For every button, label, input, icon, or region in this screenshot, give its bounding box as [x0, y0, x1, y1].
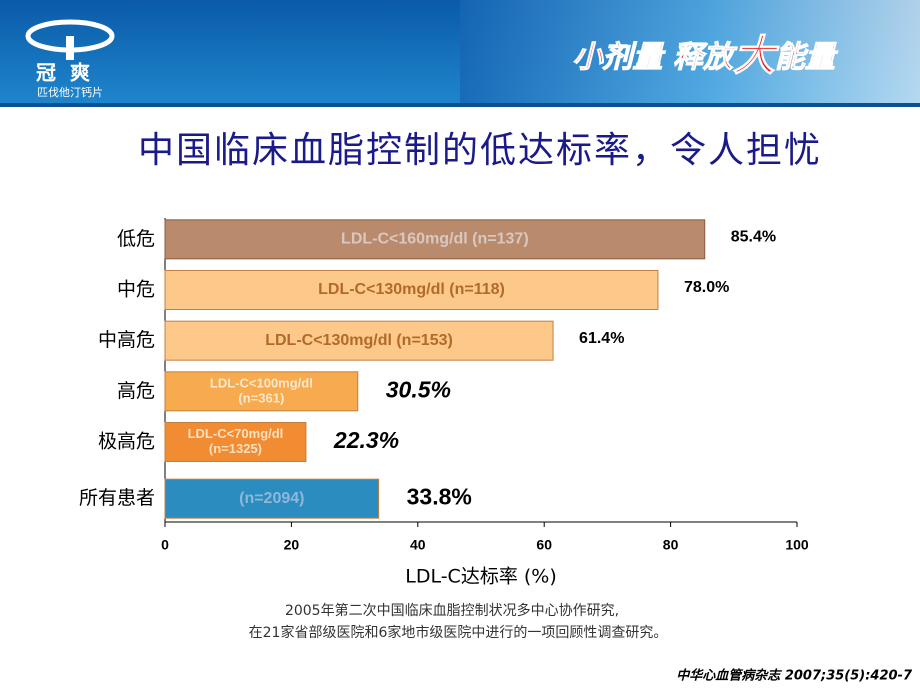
slogan-part: 小剂量 释放 — [573, 40, 738, 75]
value-label: 61.4% — [579, 330, 624, 347]
value-label: 78.0% — [684, 279, 729, 296]
y-tick-label: 所有患者 — [79, 487, 155, 509]
x-axis-label: LDL-C达标率 (%) — [405, 566, 557, 588]
value-label: 22.3% — [333, 427, 399, 453]
bar-label: LDL-C<70mg/dl — [188, 426, 284, 441]
footnote: 2005年第二次中国临床血脂控制状况多中心协作研究, — [285, 602, 619, 619]
y-tick-label: 中危 — [117, 279, 155, 301]
slogan-part: 能量 — [775, 40, 839, 75]
header-rule — [0, 103, 920, 107]
value-label: 30.5% — [386, 376, 451, 402]
bar — [164, 371, 359, 412]
bar-label: LDL-C<130mg/dl (n=118) — [318, 281, 505, 298]
brand-sub: 匹伐他汀钙片 — [37, 85, 103, 99]
slide-title: 中国临床血脂控制的低达标率，令人担忧 — [138, 130, 822, 171]
bar-label: (n=2094) — [239, 490, 304, 507]
citation: 中华心血管病杂志 2007;35(5):420-7 — [676, 668, 913, 684]
value-label: 85.4% — [731, 229, 776, 246]
slogan: 小剂量 释放大能量 — [573, 31, 839, 80]
x-tick-label: 0 — [161, 537, 169, 553]
y-tick-label: 中高危 — [98, 329, 155, 351]
bar — [164, 270, 659, 310]
footnote: 在21家省部级医院和6家地市级医院中进行的一项回顾性调查研究。 — [249, 624, 668, 641]
bar-label: LDL-C<130mg/dl (n=153) — [265, 332, 453, 349]
bar-label: LDL-C<100mg/dl — [210, 375, 313, 390]
x-tick-label: 100 — [785, 537, 809, 553]
logo-stem — [66, 36, 74, 60]
bar-label: LDL-C<160mg/dl (n=137) — [341, 231, 529, 248]
x-tick-label: 80 — [663, 537, 679, 553]
y-tick-label: 高危 — [117, 380, 155, 402]
y-tick-label: 极高危 — [98, 431, 155, 453]
bar — [164, 219, 706, 260]
bar-label: (n=361) — [238, 390, 284, 405]
bar — [164, 422, 307, 462]
x-tick-label: 40 — [410, 537, 426, 553]
bar — [164, 320, 554, 361]
bar — [164, 478, 380, 519]
bar-label: (n=1325) — [209, 441, 262, 456]
x-tick-label: 20 — [284, 537, 300, 553]
brand: 冠爽 — [36, 61, 104, 85]
x-tick-label: 60 — [536, 537, 552, 553]
y-tick-label: 低危 — [117, 228, 155, 250]
slogan-emph: 大 — [733, 31, 780, 80]
value-label: 33.8% — [407, 484, 472, 510]
header-glow — [460, 0, 920, 105]
